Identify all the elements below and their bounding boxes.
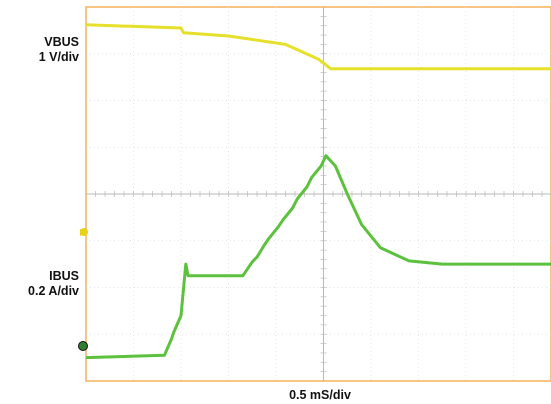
- vbus-scale: 1 V/div: [38, 50, 79, 64]
- ibus-channel-label: IBUS 0.2 A/div: [0, 269, 79, 299]
- vbus-ground-dot: [80, 228, 88, 236]
- ibus-name: IBUS: [49, 269, 79, 283]
- vbus-trace: [85, 23, 551, 71]
- ibus-scale: 0.2 A/div: [28, 284, 79, 298]
- vbus-name: VBUS: [44, 35, 79, 49]
- ibus-trace: [85, 154, 551, 360]
- ibus-ground-marker: [78, 341, 88, 351]
- time-scale-label: 0.5 mS/div: [289, 388, 351, 402]
- center-ticks: [95, 16, 543, 372]
- vbus-channel-label: VBUS 1 V/div: [0, 35, 79, 65]
- channel-markers: [78, 228, 88, 351]
